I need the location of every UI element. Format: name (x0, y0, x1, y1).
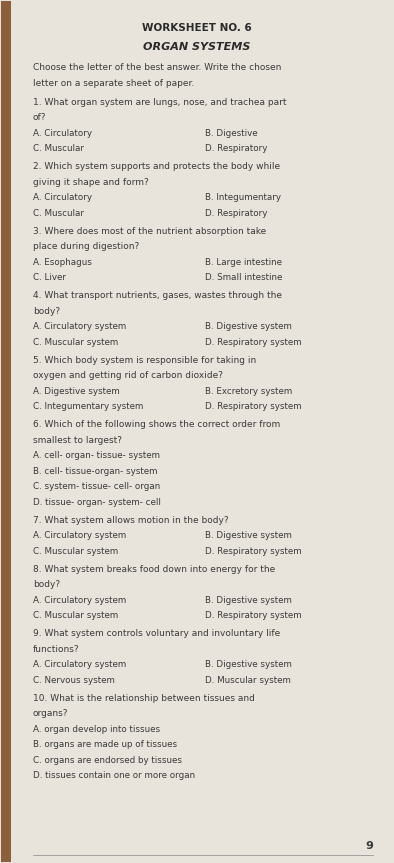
Text: B. Large intestine: B. Large intestine (205, 258, 282, 267)
Text: 8. What system breaks food down into energy for the: 8. What system breaks food down into ene… (33, 565, 275, 574)
FancyBboxPatch shape (2, 2, 11, 861)
Text: C. Nervous system: C. Nervous system (33, 676, 115, 685)
Text: C. Muscular: C. Muscular (33, 144, 84, 154)
Text: D. Respiratory: D. Respiratory (205, 144, 267, 154)
Text: C. Muscular: C. Muscular (33, 209, 84, 217)
Text: D. Respiratory system: D. Respiratory system (205, 337, 301, 347)
Text: B. organs are made up of tissues: B. organs are made up of tissues (33, 740, 177, 749)
Text: 4. What transport nutrients, gases, wastes through the: 4. What transport nutrients, gases, wast… (33, 292, 282, 300)
Text: D. Respiratory system: D. Respiratory system (205, 611, 301, 620)
Text: B. Integumentary: B. Integumentary (205, 193, 281, 202)
Text: C. Muscular system: C. Muscular system (33, 337, 118, 347)
Text: D. Respiratory: D. Respiratory (205, 209, 267, 217)
Text: B. Excretory system: B. Excretory system (205, 387, 292, 396)
Text: letter on a separate sheet of paper.: letter on a separate sheet of paper. (33, 79, 194, 88)
Text: B. Digestive system: B. Digestive system (205, 595, 292, 605)
Text: organs?: organs? (33, 709, 68, 718)
Text: A. Circulatory: A. Circulatory (33, 193, 92, 202)
Text: A. Circulatory system: A. Circulatory system (33, 660, 126, 670)
Text: A. Circulatory system: A. Circulatory system (33, 595, 126, 605)
Text: A. Circulatory: A. Circulatory (33, 129, 92, 138)
Text: body?: body? (33, 306, 60, 316)
Text: D. Respiratory system: D. Respiratory system (205, 547, 301, 556)
Text: C. Muscular system: C. Muscular system (33, 547, 118, 556)
Text: place during digestion?: place during digestion? (33, 243, 139, 251)
Text: 9. What system controls voluntary and involuntary life: 9. What system controls voluntary and in… (33, 629, 280, 639)
Text: functions?: functions? (33, 645, 79, 654)
Text: A. Esophagus: A. Esophagus (33, 258, 91, 267)
Text: C. Integumentary system: C. Integumentary system (33, 402, 143, 412)
Text: B. cell- tissue-organ- system: B. cell- tissue-organ- system (33, 467, 157, 476)
Text: C. system- tissue- cell- organ: C. system- tissue- cell- organ (33, 482, 160, 491)
Text: A. organ develop into tissues: A. organ develop into tissues (33, 725, 160, 734)
Text: A. Circulatory system: A. Circulatory system (33, 532, 126, 540)
Text: Choose the letter of the best answer. Write the chosen: Choose the letter of the best answer. Wr… (33, 63, 281, 72)
Text: 1. What organ system are lungs, nose, and trachea part: 1. What organ system are lungs, nose, an… (33, 98, 286, 107)
Text: C. organs are endorsed by tissues: C. organs are endorsed by tissues (33, 756, 182, 765)
Text: 3. Where does most of the nutrient absorption take: 3. Where does most of the nutrient absor… (33, 227, 266, 236)
Text: 9: 9 (365, 841, 373, 851)
Text: B. Digestive system: B. Digestive system (205, 660, 292, 670)
Text: WORKSHEET NO. 6: WORKSHEET NO. 6 (142, 23, 252, 33)
Text: D. tissue- organ- system- cell: D. tissue- organ- system- cell (33, 498, 161, 507)
Text: D. Small intestine: D. Small intestine (205, 274, 282, 282)
Text: 10. What is the relationship between tissues and: 10. What is the relationship between tis… (33, 694, 255, 702)
Text: B. Digestive system: B. Digestive system (205, 532, 292, 540)
Text: A. Circulatory system: A. Circulatory system (33, 322, 126, 331)
Text: 6. Which of the following shows the correct order from: 6. Which of the following shows the corr… (33, 420, 280, 429)
Text: of?: of? (33, 113, 46, 123)
Text: body?: body? (33, 580, 60, 589)
Text: 2. Which system supports and protects the body while: 2. Which system supports and protects th… (33, 162, 280, 171)
Text: D. tissues contain one or more organ: D. tissues contain one or more organ (33, 772, 195, 780)
Text: giving it shape and form?: giving it shape and form? (33, 178, 149, 186)
Text: 5. Which body system is responsible for taking in: 5. Which body system is responsible for … (33, 356, 256, 365)
Text: A. cell- organ- tissue- system: A. cell- organ- tissue- system (33, 451, 160, 460)
Text: B. Digestive system: B. Digestive system (205, 322, 292, 331)
Text: A. Digestive system: A. Digestive system (33, 387, 119, 396)
Text: C. Muscular system: C. Muscular system (33, 611, 118, 620)
Text: oxygen and getting rid of carbon dioxide?: oxygen and getting rid of carbon dioxide… (33, 371, 223, 381)
Text: D. Respiratory system: D. Respiratory system (205, 402, 301, 412)
Text: C. Liver: C. Liver (33, 274, 66, 282)
Text: smallest to largest?: smallest to largest? (33, 436, 122, 444)
Text: D. Muscular system: D. Muscular system (205, 676, 291, 685)
Text: B. Digestive: B. Digestive (205, 129, 257, 138)
Text: 7. What system allows motion in the body?: 7. What system allows motion in the body… (33, 516, 228, 525)
Text: ORGAN SYSTEMS: ORGAN SYSTEMS (143, 41, 251, 52)
